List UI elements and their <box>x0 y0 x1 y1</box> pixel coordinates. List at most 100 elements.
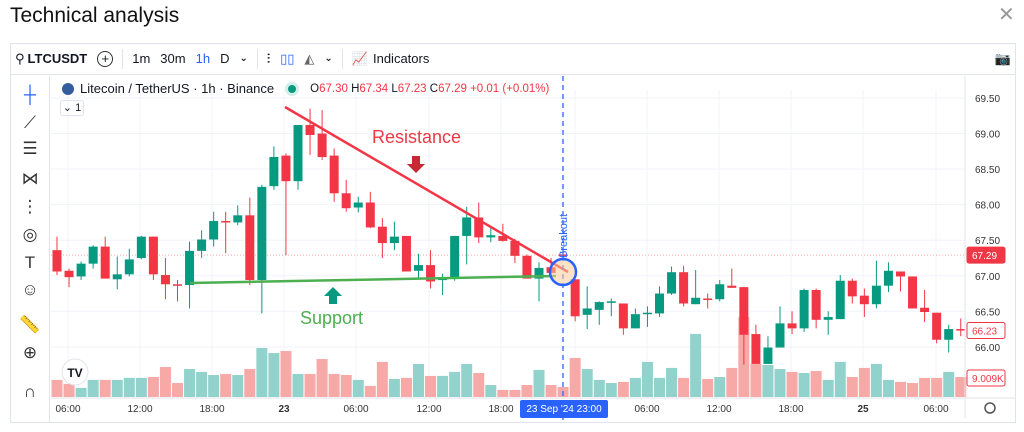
ruler-icon[interactable]: 📏 <box>19 315 41 334</box>
camera-icon: 📷 <box>994 50 1011 66</box>
candle-body <box>52 250 62 272</box>
candle-body <box>64 270 74 278</box>
volume-bar <box>352 379 364 397</box>
zoom-in-icon[interactable]: ⊕ <box>22 343 38 362</box>
litecoin-logo-icon <box>62 82 74 95</box>
candle-body <box>486 235 496 238</box>
fib-retracement-icon[interactable]: ☰ <box>22 139 38 158</box>
collapse-legend-button[interactable]: ⌄ 1 <box>60 100 84 116</box>
time-tick-label: 06:00 <box>923 404 948 415</box>
volume-bar <box>220 373 232 397</box>
volume-bar <box>328 373 340 397</box>
candle-body <box>570 279 580 317</box>
volume-bar <box>593 379 605 397</box>
magnet-icon[interactable]: ∩ <box>23 382 37 401</box>
price-tick-label: 69.50 <box>975 94 1000 105</box>
candle-body <box>76 263 86 277</box>
price-tick-label: 66.50 <box>975 307 1000 318</box>
candle-body <box>462 217 472 236</box>
time-tick-label: 12:00 <box>706 404 731 415</box>
symbol-search[interactable]: ⚲ LTCUSDT <box>10 43 92 75</box>
volume-bar <box>244 369 256 397</box>
candle-body <box>100 246 110 279</box>
candle-body <box>534 267 544 279</box>
interval-30m[interactable]: 30m <box>160 51 186 66</box>
volume-bar <box>497 389 509 397</box>
pattern-icon[interactable]: ⋈ <box>21 169 39 188</box>
volume-bar <box>834 361 846 397</box>
interval-d[interactable]: D <box>220 51 230 66</box>
volume-bar <box>678 377 690 397</box>
volume-bar <box>437 375 449 397</box>
volume-bar <box>907 383 919 397</box>
candle-body <box>209 221 219 240</box>
plus-circle-icon: + <box>97 50 114 67</box>
volume-bar <box>473 373 485 397</box>
candle-body <box>160 275 170 285</box>
candle-body <box>329 155 339 194</box>
volume-bar <box>798 373 810 397</box>
indicators-button[interactable]: 📈 Indicators <box>347 43 435 75</box>
volume-bar <box>858 367 870 397</box>
volume-bar <box>509 389 521 397</box>
bars-icon: ⫶ <box>266 50 271 66</box>
interval-1m[interactable]: 1m <box>132 51 151 66</box>
candle-body <box>655 293 664 314</box>
area-style-button[interactable]: ◭ <box>299 43 319 75</box>
prediction-icon[interactable]: ⋮ <box>21 197 39 216</box>
volume-bar <box>449 371 461 397</box>
bars-style-button[interactable]: ⫶ <box>262 43 275 75</box>
time-tick-label: 06:00 <box>343 404 368 415</box>
crosshair-icon[interactable]: ┼ <box>23 85 37 104</box>
volume-bar <box>545 385 557 397</box>
brush-icon[interactable]: ◎ <box>22 225 38 244</box>
candle-body <box>281 155 291 182</box>
market-open-icon <box>288 84 297 93</box>
volume-bar <box>774 369 786 397</box>
candle-body <box>859 295 869 305</box>
symbol-label: LTCUSDT <box>27 51 88 66</box>
settings-icon <box>984 402 996 414</box>
text-icon[interactable]: T <box>24 253 36 272</box>
volume-bar <box>184 369 196 397</box>
candle-body <box>667 272 677 294</box>
candle-body <box>618 303 628 329</box>
volume-bar <box>388 379 400 397</box>
candles-style-button[interactable]: ▯▯ <box>275 43 299 75</box>
volume-bar <box>521 385 533 397</box>
trend-line-icon[interactable]: ⟋ <box>24 113 36 132</box>
tradingview-logo-text: TV <box>67 366 82 380</box>
candle-body <box>920 307 930 313</box>
candle-body <box>763 347 773 364</box>
compare-symbol-button[interactable]: + <box>92 43 118 75</box>
candle-body <box>739 287 749 335</box>
price-tick-label: 69.00 <box>975 130 1000 141</box>
volume-bar <box>533 369 545 397</box>
chart-legend: Litecoin / TetherUS · 1h · Binance O67.3… <box>62 81 549 96</box>
volume-bar <box>292 373 304 397</box>
resistance-label: Resistance <box>372 127 461 147</box>
volume-bar <box>159 367 171 397</box>
screenshot-button[interactable]: 📷 <box>990 43 1016 75</box>
emoji-icon[interactable]: ☺ <box>21 280 39 299</box>
volume-bar <box>931 377 943 397</box>
area-chart-icon: ◭ <box>304 50 315 66</box>
interval-dropdown[interactable]: ⌄ <box>234 43 252 75</box>
time-tick-label: 23 <box>278 404 290 415</box>
volume-bar <box>340 375 352 397</box>
candle-body <box>377 226 387 244</box>
volume-bar <box>99 379 111 397</box>
volume-bar <box>955 377 967 397</box>
open-value: 67.30 <box>319 82 348 95</box>
chart-style-dropdown[interactable]: ⌄ <box>319 43 337 75</box>
time-tick-label: 12:00 <box>127 404 152 415</box>
close-icon[interactable]: ✕ <box>998 4 1015 26</box>
change-value: +0.01 (+0.01%) <box>470 82 550 95</box>
interval-1h[interactable]: 1h <box>195 51 211 66</box>
volume-bar <box>461 363 473 397</box>
candle-body <box>353 202 363 208</box>
volume-bar <box>581 369 593 397</box>
volume-bar <box>870 363 882 397</box>
candle-body <box>751 334 761 364</box>
